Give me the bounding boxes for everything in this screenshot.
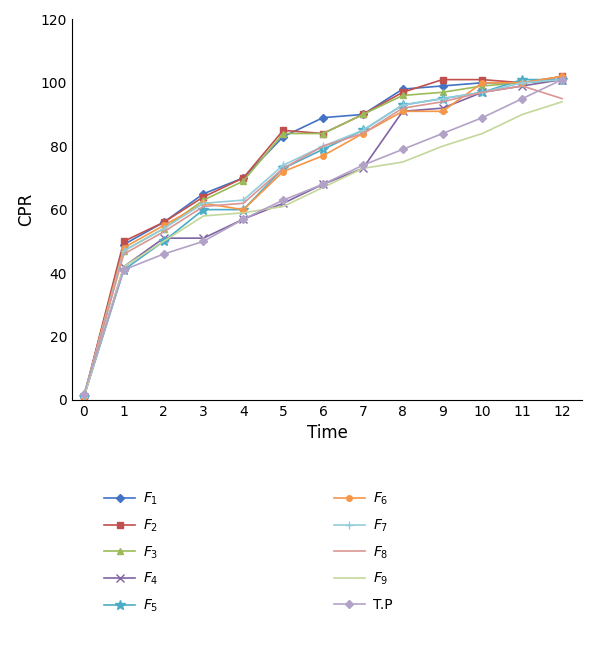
X-axis label: Time: Time	[307, 424, 347, 442]
Y-axis label: CPR: CPR	[17, 193, 35, 226]
Legend: $F_6$, $F_7$, $F_8$, $F_9$, T.P: $F_6$, $F_7$, $F_8$, $F_9$, T.P	[334, 491, 392, 612]
